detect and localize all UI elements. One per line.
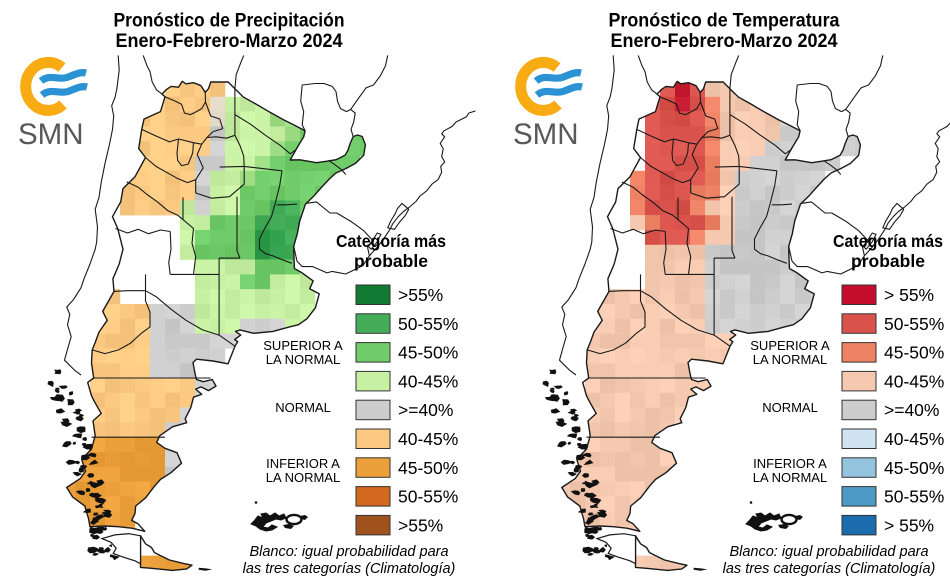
svg-text:Enero-Febrero-Marzo 2024: Enero-Febrero-Marzo 2024 — [116, 31, 343, 52]
svg-text:40-45%: 40-45% — [884, 429, 944, 449]
svg-text:las tres categorías (Climatolo: las tres categorías (Climatología) — [243, 561, 456, 577]
svg-text:50-55%: 50-55% — [884, 314, 944, 334]
svg-text:Categoría más: Categoría más — [336, 231, 446, 251]
svg-text:50-55%: 50-55% — [884, 487, 944, 507]
svg-text:NORMAL: NORMAL — [762, 400, 818, 415]
svg-text:40-45%: 40-45% — [398, 371, 458, 391]
svg-text:LA NORMAL: LA NORMAL — [753, 470, 827, 485]
svg-text:50-55%: 50-55% — [398, 314, 458, 334]
svg-text:40-45%: 40-45% — [884, 371, 944, 391]
svg-text:Blanco: igual probabilidad par: Blanco: igual probabilidad para — [249, 544, 448, 560]
svg-text:LA NORMAL: LA NORMAL — [266, 352, 340, 367]
svg-text:45-50%: 45-50% — [398, 343, 458, 363]
svg-text:45-50%: 45-50% — [884, 458, 944, 478]
svg-text:LA NORMAL: LA NORMAL — [753, 352, 827, 367]
svg-text:Enero-Febrero-Marzo 2024: Enero-Febrero-Marzo 2024 — [611, 31, 838, 52]
svg-text:SUPERIOR A: SUPERIOR A — [750, 338, 830, 353]
svg-text:NORMAL: NORMAL — [275, 400, 331, 415]
svg-text:SUPERIOR A: SUPERIOR A — [263, 338, 343, 353]
svg-text:INFERIOR A: INFERIOR A — [753, 456, 827, 471]
svg-text:>=40%: >=40% — [884, 400, 939, 420]
svg-text:LA NORMAL: LA NORMAL — [266, 470, 340, 485]
svg-text:INFERIOR A: INFERIOR A — [266, 456, 340, 471]
svg-text:> 55%: > 55% — [884, 285, 934, 305]
svg-text:Pronóstico de Precipitación: Pronóstico de Precipitación — [114, 11, 345, 32]
svg-text:> 55%: > 55% — [884, 515, 934, 535]
svg-text:probable: probable — [851, 251, 925, 271]
svg-text:>55%: >55% — [398, 285, 443, 305]
svg-text:SMN: SMN — [18, 118, 84, 151]
svg-text:Categoría más: Categoría más — [833, 231, 943, 251]
svg-text:>55%: >55% — [398, 515, 443, 535]
svg-text:SMN: SMN — [513, 118, 579, 151]
svg-text:40-45%: 40-45% — [398, 429, 458, 449]
svg-text:Pronóstico de Temperatura: Pronóstico de Temperatura — [609, 11, 840, 32]
svg-text:probable: probable — [354, 251, 428, 271]
svg-text:las tres categorías (Climatolo: las tres categorías (Climatología) — [723, 561, 936, 577]
svg-text:45-50%: 45-50% — [884, 343, 944, 363]
svg-text:Blanco: igual probabilidad par: Blanco: igual probabilidad para — [729, 544, 928, 560]
svg-text:50-55%: 50-55% — [398, 487, 458, 507]
svg-text:>=40%: >=40% — [398, 400, 453, 420]
svg-text:45-50%: 45-50% — [398, 458, 458, 478]
